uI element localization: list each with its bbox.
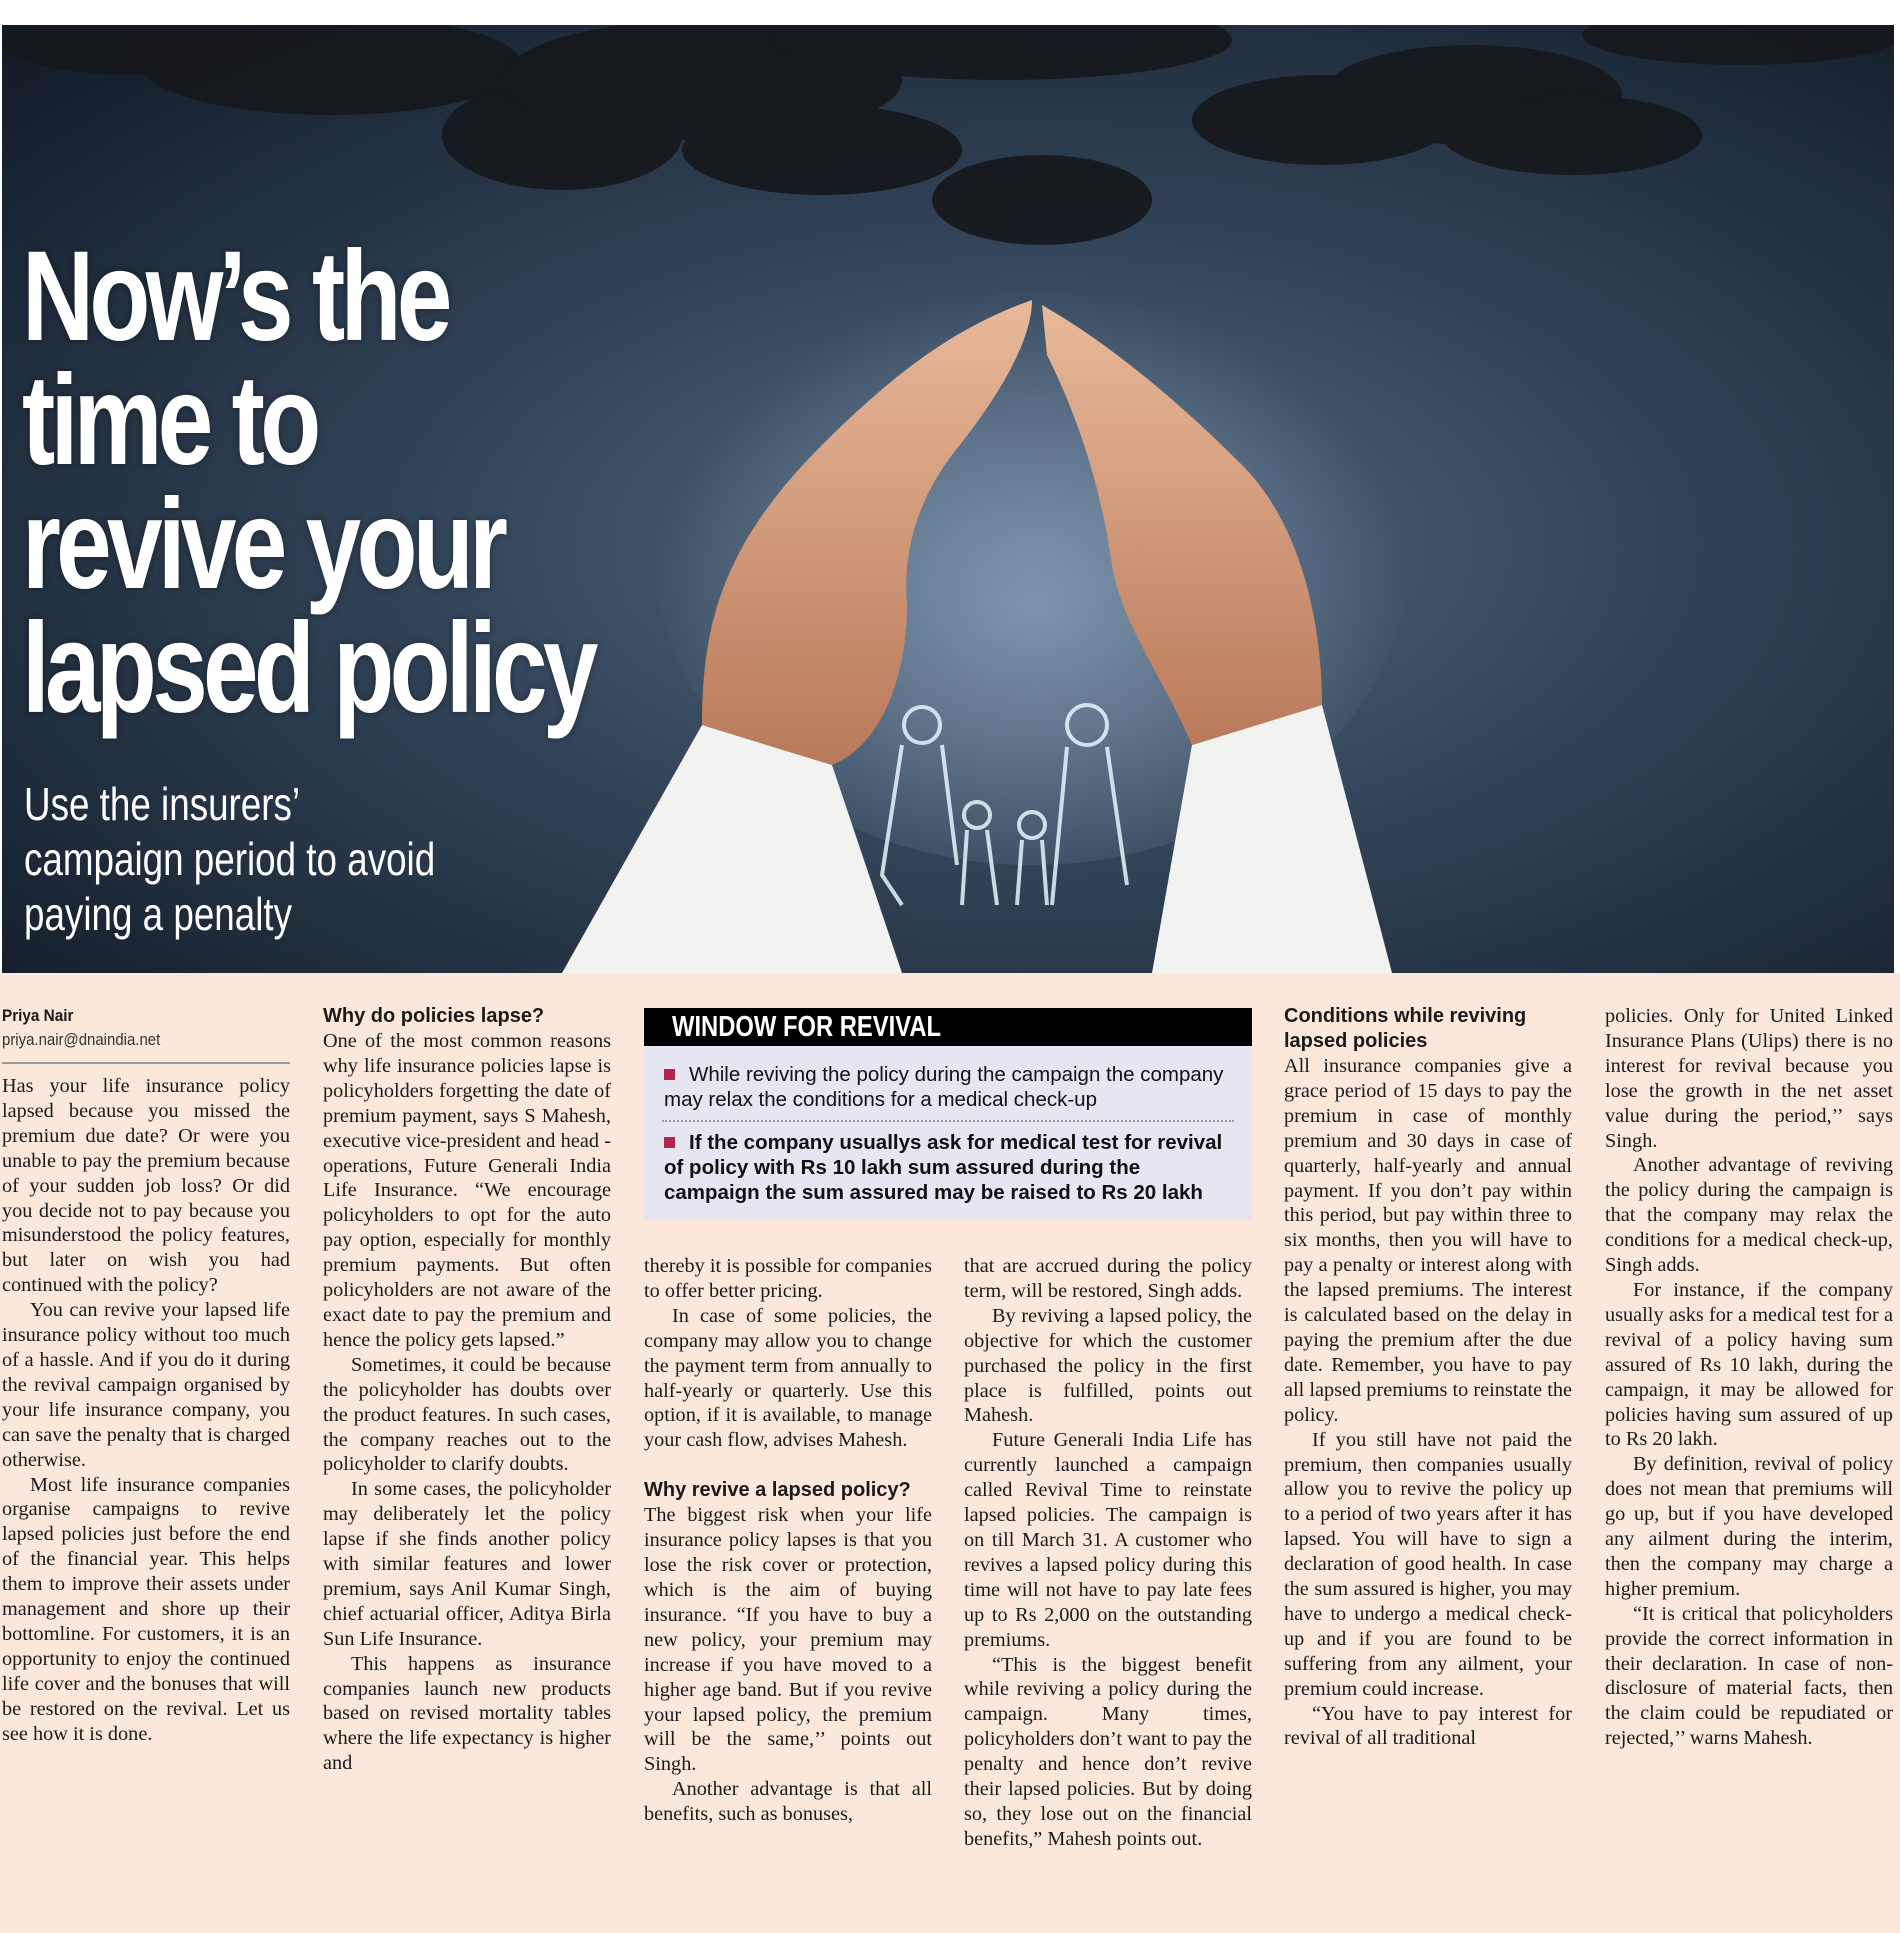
box-title: WINDOW FOR REVIVAL xyxy=(644,1008,1252,1046)
paragraph: If you still have not paid the premium, … xyxy=(1284,1428,1572,1700)
box-title-text: WINDOW FOR REVIVAL xyxy=(672,1011,942,1043)
hero-illustration: Now’s the time to revive your lapsed pol… xyxy=(2,25,1894,973)
paragraph: All insurance companies give a grace per… xyxy=(1284,1055,1572,1426)
subhead-line: campaign period to avoid xyxy=(24,833,436,885)
headline-line: time to xyxy=(22,349,321,492)
subheadline: Use the insurers’ campaign period to avo… xyxy=(24,777,504,942)
byline-author: Priya Nair xyxy=(2,1006,74,1025)
paragraph: For instance, if the company usually ask… xyxy=(1605,1278,1893,1451)
family-outline-icon xyxy=(879,703,1129,907)
paragraph: Another advantage of reviving the policy… xyxy=(1605,1154,1893,1277)
column-6: policies. Only for United Linked Insuran… xyxy=(1605,1004,1893,1751)
paragraph: In case of some policies, the company ma… xyxy=(644,1304,932,1452)
subhead-line: paying a penalty xyxy=(24,888,293,940)
subhead-line: Use the insurers’ xyxy=(24,778,301,830)
bullet-square-icon xyxy=(664,1069,675,1080)
paragraph: This happens as insurance companies laun… xyxy=(323,1652,611,1775)
column-2: Why do policies lapse? One of the most c… xyxy=(323,1004,611,1776)
paragraph: “You have to pay interest for revival of… xyxy=(1284,1702,1572,1750)
paragraph: “This is the biggest benefit while reviv… xyxy=(964,1653,1252,1850)
column-1: Priya Nair priya.nair@dnaindia.net Has y… xyxy=(2,1004,290,1746)
byline-email[interactable]: priya.nair@dnaindia.net xyxy=(2,1030,161,1049)
headline-line: Now’s the xyxy=(22,225,452,368)
paragraph: Most life insurance companies organise c… xyxy=(2,1473,290,1745)
window-for-revival-box: WINDOW FOR REVIVAL While reviving the po… xyxy=(644,1008,1252,1220)
paragraph: Another advantage is that all benefits, … xyxy=(644,1778,932,1826)
paragraph: Future Generali India Life has currently… xyxy=(964,1429,1252,1651)
byline-divider xyxy=(2,1062,290,1064)
column-5: Conditions while reviving lapsed policie… xyxy=(1284,1004,1572,1751)
section-heading: Why do policies lapse? xyxy=(323,1005,545,1027)
paragraph: policies. Only for United Linked Insuran… xyxy=(1605,1005,1893,1152)
section-heading: Why revive a lapsed policy? xyxy=(644,1479,911,1502)
column-3: thereby it is possible for companies to … xyxy=(644,1254,932,1827)
paragraph: that are accrued during the policy term,… xyxy=(964,1255,1252,1302)
section-heading: Conditions while reviving lapsed policie… xyxy=(1284,1005,1527,1052)
box-item-text: If the company usuallys ask for medical … xyxy=(664,1131,1223,1204)
paragraph: By reviving a lapsed policy, the objecti… xyxy=(964,1304,1252,1427)
paragraph: By definition, revival of policy does no… xyxy=(1605,1453,1893,1600)
paragraph: One of the most common reasons why life … xyxy=(323,1030,611,1351)
paragraph: “It is critical that policyholders provi… xyxy=(1605,1602,1893,1750)
paragraph: In some cases, the policyholder may deli… xyxy=(323,1478,611,1650)
column-4: that are accrued during the policy term,… xyxy=(964,1254,1252,1852)
paragraph: Has your life insurance policy lapsed be… xyxy=(2,1075,290,1297)
headline-line: lapsed policy xyxy=(22,597,598,740)
box-item-text: While reviving the policy during the cam… xyxy=(664,1063,1224,1111)
paragraph: The biggest risk when your life insuranc… xyxy=(644,1504,932,1776)
paragraph: Sometimes, it could be because the polic… xyxy=(323,1353,611,1476)
dotted-divider xyxy=(662,1120,1234,1122)
bullet-square-icon xyxy=(664,1137,675,1148)
hands-and-clouds-illustration xyxy=(2,25,1894,973)
box-item: While reviving the policy during the cam… xyxy=(644,1062,1252,1112)
headline: Now’s the time to revive your lapsed pol… xyxy=(22,225,724,740)
box-item: If the company usuallys ask for medical … xyxy=(644,1130,1252,1205)
paragraph: You can revive your lapsed life insuranc… xyxy=(2,1299,290,1471)
headline-line: revive your xyxy=(22,473,508,616)
cloud-icons xyxy=(2,25,1894,245)
paragraph: thereby it is possible for companies to … xyxy=(644,1255,932,1302)
